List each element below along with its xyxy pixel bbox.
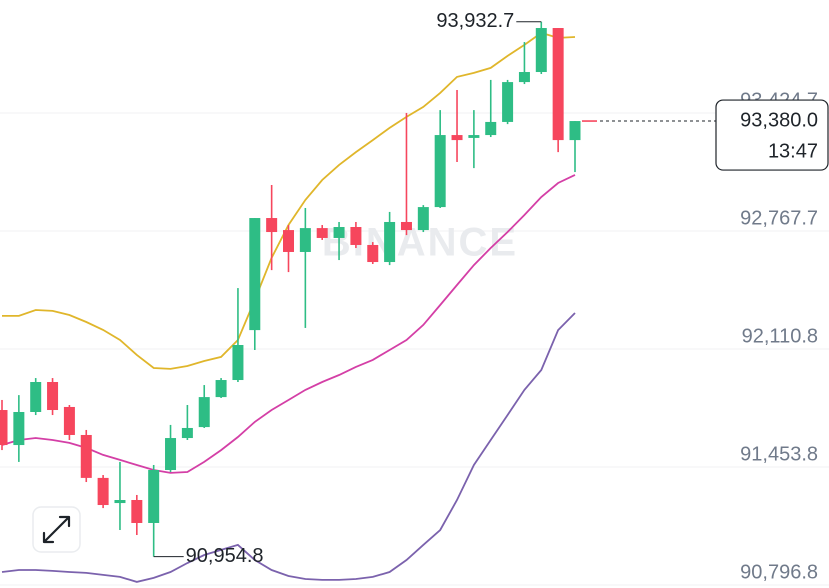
- candle-body: [535, 28, 547, 73]
- candle-body: [283, 230, 294, 252]
- candle-body: [417, 207, 429, 231]
- candle-body: [266, 218, 278, 233]
- candle-body: [384, 221, 396, 263]
- band-line: [1, 174, 576, 474]
- candle-body: [502, 82, 514, 122]
- band-line: [2, 31, 576, 370]
- last-price-box: [715, 99, 829, 171]
- candle-body: [552, 28, 564, 141]
- candle-body: [367, 244, 379, 263]
- y-tick-label: 91,453.8: [740, 443, 818, 465]
- candle-body: [131, 499, 143, 523]
- candle-body: [215, 380, 227, 398]
- candle-body: [63, 406, 75, 435]
- candle-body: [47, 382, 59, 411]
- expand-button[interactable]: [32, 506, 81, 553]
- countdown: 13:47: [768, 140, 818, 162]
- candles: [0, 21, 581, 557]
- candle-body: [80, 434, 92, 478]
- band-line: [1, 312, 576, 583]
- candle-body: [0, 410, 8, 446]
- candle-body: [165, 438, 177, 471]
- candle-body: [569, 121, 581, 141]
- candle-body: [316, 228, 328, 238]
- candle-body: [97, 477, 109, 506]
- candle-body: [114, 499, 126, 504]
- candle-body: [518, 72, 530, 83]
- candle-body: [333, 227, 345, 238]
- y-tick-label: 92,767.7: [740, 207, 818, 229]
- low-label: 90,954.8: [186, 545, 264, 567]
- candle-body: [468, 135, 480, 138]
- indicator-lines: [1, 31, 576, 583]
- grid: 90,796.891,453.892,110.892,767.793,424.7: [0, 89, 829, 586]
- candle-body: [13, 411, 25, 446]
- candle-body: [249, 218, 261, 331]
- candle-body: [400, 221, 412, 231]
- candle-body: [434, 135, 446, 208]
- candle-body: [30, 382, 42, 412]
- expand-icon: [42, 515, 71, 544]
- last-price-label: 93,380.0: [740, 109, 818, 131]
- candle-body: [198, 397, 210, 428]
- annotations: 93,932.7 90,954.8 93,380.0 13:47: [153, 10, 829, 567]
- candle-body: [350, 227, 362, 245]
- high-label: 93,932.7: [436, 10, 514, 32]
- y-tick-label: 92,110.8: [742, 325, 818, 347]
- candle-body: [181, 427, 193, 439]
- candle-body: [451, 135, 463, 141]
- candle-body: [148, 470, 160, 523]
- candle-body: [299, 228, 311, 252]
- candle-body: [485, 121, 497, 136]
- candle-body: [232, 345, 244, 381]
- y-tick-label: 90,796.8: [740, 561, 818, 583]
